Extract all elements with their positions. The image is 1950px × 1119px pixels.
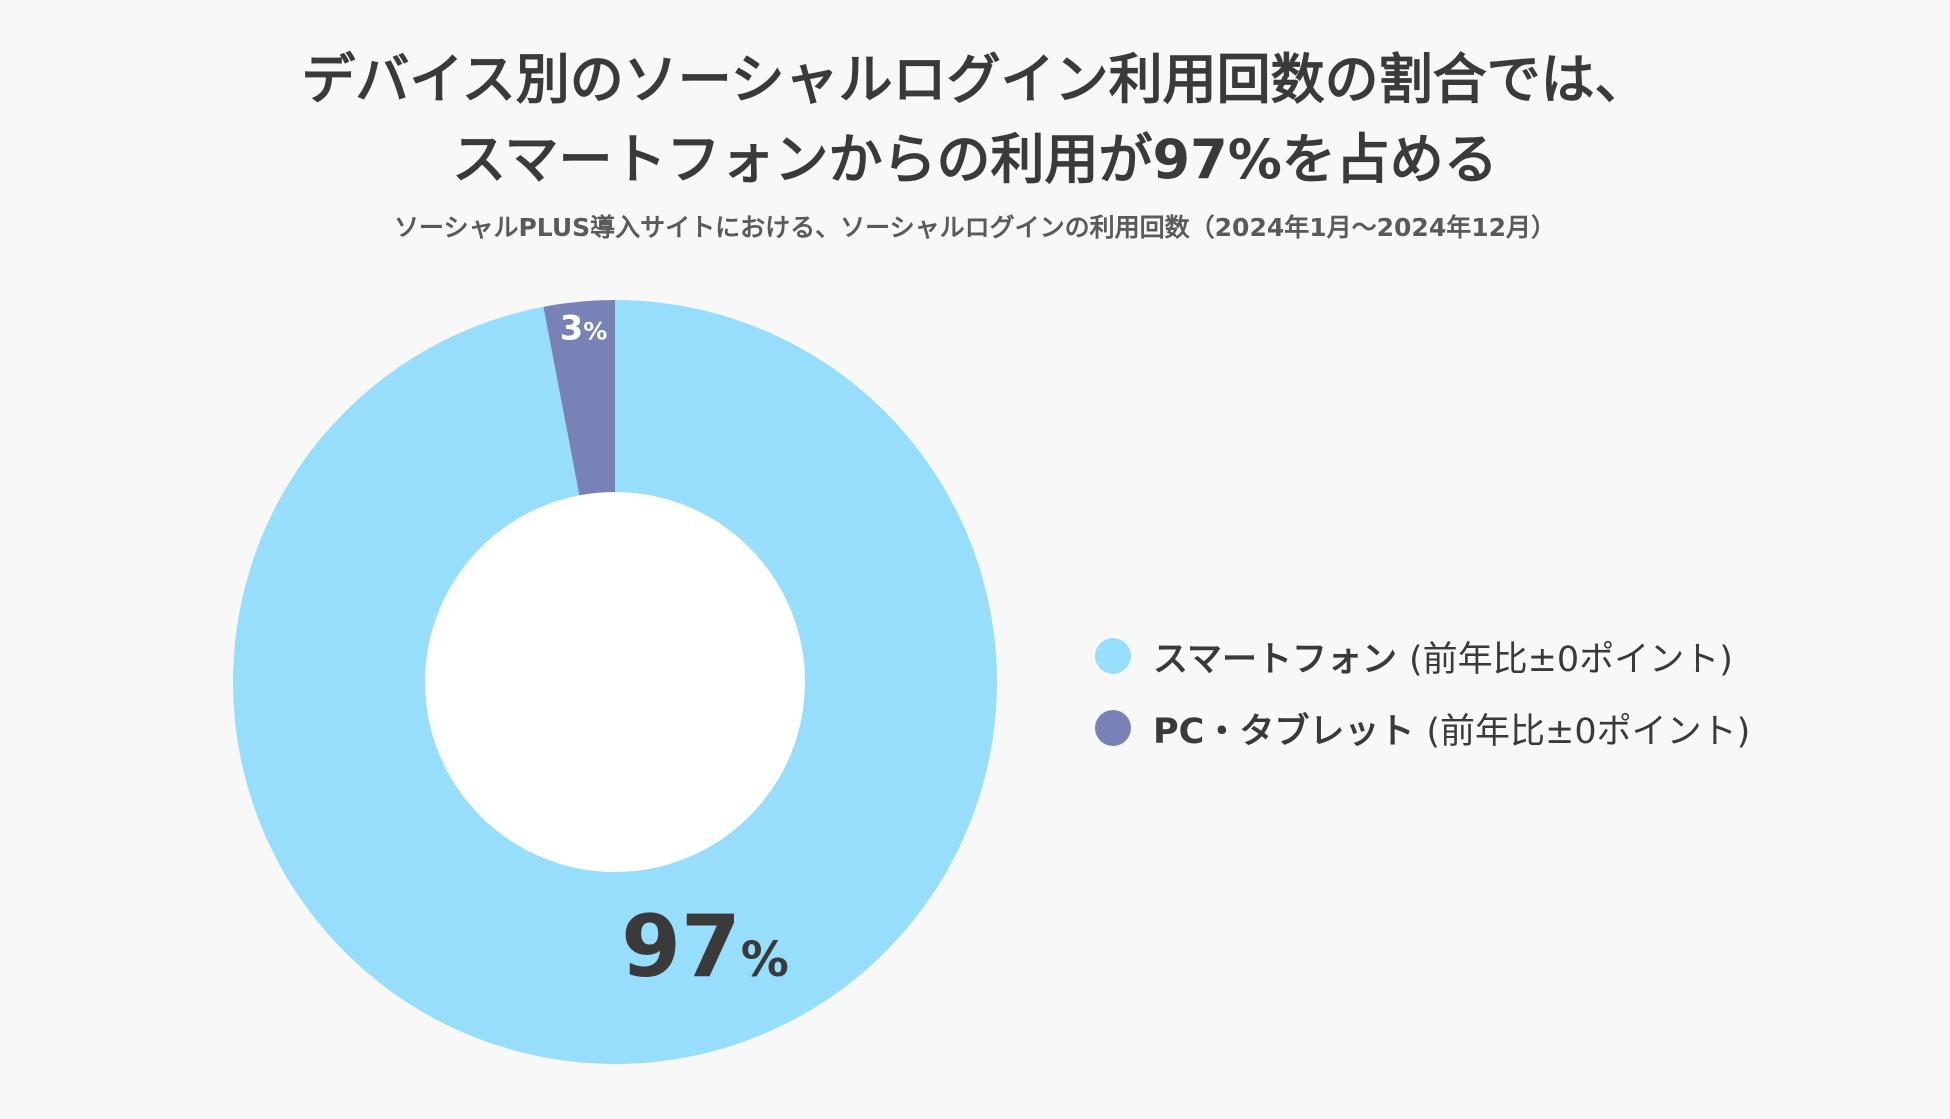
legend-item-smartphone: スマートフォン (前年比±0ポイント) — [1095, 620, 1750, 692]
slice-label-value-smartphone: 97 — [621, 897, 741, 997]
chart-subtitle: ソーシャルPLUS導入サイトにおける、ソーシャルログインの利用回数（2024年1… — [393, 213, 1557, 242]
legend: スマートフォン (前年比±0ポイント) PC・タブレット (前年比±0ポイント) — [1095, 620, 1750, 764]
legend-swatch-smartphone — [1095, 638, 1131, 674]
legend-note-smartphone: (前年比±0ポイント) — [1408, 639, 1733, 680]
slice-label-value-pc-tablet: 3 — [560, 309, 584, 349]
slice-label-unit-smartphone: % — [741, 932, 789, 988]
legend-item-pc-tablet: PC・タブレット (前年比±0ポイント) — [1095, 692, 1750, 764]
slice-label-pc-tablet: 3% — [560, 309, 608, 349]
legend-swatch-pc-tablet — [1095, 710, 1131, 746]
donut-hole — [425, 492, 805, 872]
legend-label-pc-tablet: PC・タブレット — [1153, 711, 1415, 752]
legend-label-smartphone: スマートフォン — [1153, 639, 1397, 680]
slice-label-smartphone: 97% — [621, 897, 789, 997]
chart-title: デバイス別のソーシャルログイン利用回数の割合では、 スマートフォンからの利用が9… — [0, 40, 1950, 200]
slice-label-unit-pc-tablet: % — [583, 318, 607, 346]
slice-labels: 97%3% — [560, 309, 789, 997]
legend-note-pc-tablet: (前年比±0ポイント) — [1426, 711, 1751, 752]
chart-title-line-1: デバイス別のソーシャルログイン利用回数の割合では、 — [301, 48, 1649, 111]
chart-title-line-2: スマートフォンからの利用が97%を占める — [452, 128, 1498, 191]
